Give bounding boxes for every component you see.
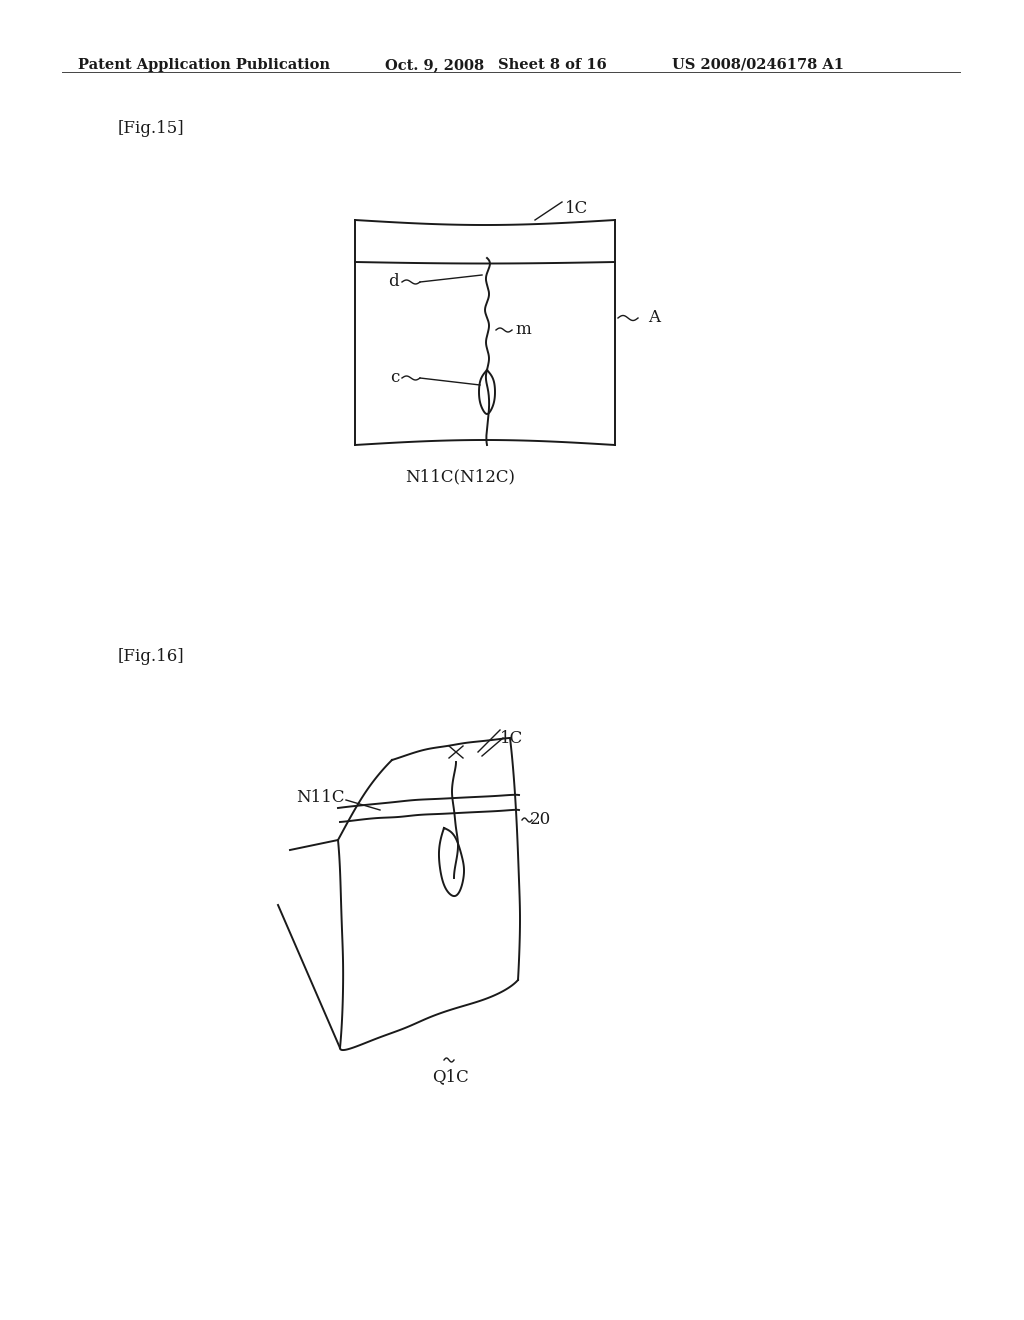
Text: Q1C: Q1C — [432, 1068, 469, 1085]
Text: 1C: 1C — [500, 730, 523, 747]
Text: 20: 20 — [530, 812, 551, 829]
Text: A: A — [648, 309, 660, 326]
Text: Sheet 8 of 16: Sheet 8 of 16 — [498, 58, 607, 73]
Text: N11C: N11C — [297, 789, 345, 807]
Text: N11C(N12C): N11C(N12C) — [406, 469, 515, 484]
Text: [Fig.16]: [Fig.16] — [118, 648, 184, 665]
Text: c: c — [390, 370, 399, 387]
Text: 1C: 1C — [565, 201, 588, 216]
Text: d: d — [388, 273, 398, 290]
Text: Patent Application Publication: Patent Application Publication — [78, 58, 330, 73]
Text: US 2008/0246178 A1: US 2008/0246178 A1 — [672, 58, 844, 73]
Text: m: m — [515, 322, 530, 338]
Text: Oct. 9, 2008: Oct. 9, 2008 — [385, 58, 484, 73]
Text: [Fig.15]: [Fig.15] — [118, 120, 184, 137]
